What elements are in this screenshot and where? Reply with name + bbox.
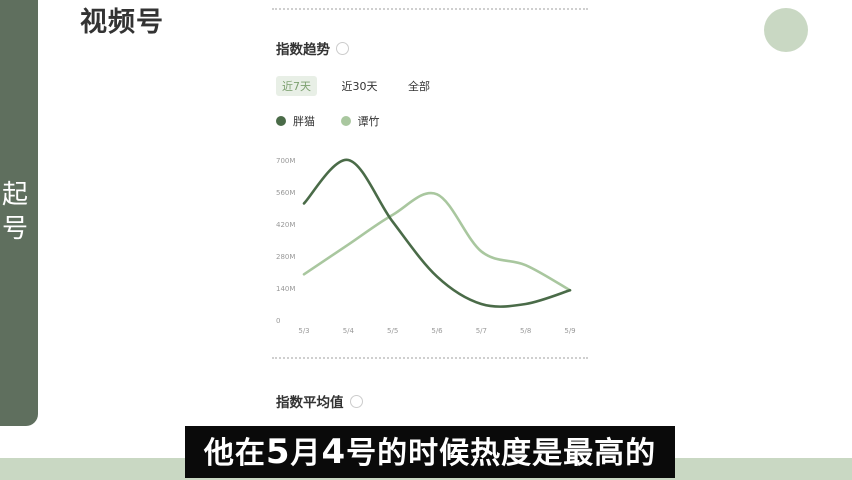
y-tick-label: 0 <box>276 317 280 325</box>
caption-day: 4 <box>321 432 347 472</box>
trend-line-chart: 0 140M 280M 420M 560M 700M 5/3 5/4 5/5 5/6 5/7 5/8 5… <box>276 157 576 335</box>
series-line <box>302 191 572 292</box>
x-tick-label: 5/8 <box>520 327 531 335</box>
top-divider <box>272 8 588 10</box>
legend-label-tanzhu: 谭竹 <box>357 115 380 128</box>
caption-month-unit: 月 <box>290 436 322 471</box>
x-tick-label: 5/6 <box>431 327 443 335</box>
legend-label-panmao: 胖猫 <box>293 115 315 128</box>
chart-legend: 胖猫 谭竹 <box>276 113 402 129</box>
y-tick-label: 560M <box>276 189 295 197</box>
x-tick-label: 5/5 <box>387 327 398 335</box>
vertical-char-2: 号 <box>1 214 28 244</box>
caption-month: 5 <box>265 432 291 472</box>
y-tick-label: 140M <box>276 285 295 293</box>
legend-dot-icon <box>340 116 351 126</box>
x-tick-label: 5/3 <box>298 327 309 335</box>
help-icon[interactable] <box>349 395 363 408</box>
legend-item-tanzhu[interactable]: 谭竹 <box>340 113 380 129</box>
y-tick-label: 280M <box>276 253 295 261</box>
x-tick-label: 5/7 <box>476 327 487 335</box>
decorative-circle <box>764 8 808 52</box>
y-tick-label: 700M <box>276 157 295 165</box>
left-side-panel: 起 号 <box>0 0 38 426</box>
series-line <box>302 158 572 308</box>
caption-post: 号的时候热度是最高的 <box>346 436 657 471</box>
average-title-text: 指数平均值 <box>276 395 344 411</box>
tab-all[interactable]: 全部 <box>408 80 430 93</box>
time-range-tabs: 近7天 近30天 全部 <box>276 76 451 96</box>
caption-pre: 他在 <box>203 436 266 471</box>
tab-30-days[interactable]: 近30天 <box>341 80 378 93</box>
trend-title-text: 指数趋势 <box>276 42 330 58</box>
subtitle-caption: 他在5月4号的时候热度是最高的 <box>185 426 675 478</box>
legend-item-panmao[interactable]: 胖猫 <box>276 113 315 129</box>
legend-dot-icon <box>276 116 286 126</box>
app-title: 视频号 <box>80 7 164 38</box>
x-tick-label: 5/9 <box>564 327 575 335</box>
average-section-title: 指数平均值 <box>276 391 363 411</box>
vertical-char-1: 起 <box>1 180 28 210</box>
vertical-title: 起 号 <box>0 178 30 246</box>
trend-section-title: 指数趋势 <box>276 38 349 58</box>
x-tick-label: 5/4 <box>343 327 355 335</box>
chart-bottom-divider <box>272 357 588 359</box>
y-tick-label: 420M <box>276 221 295 229</box>
tab-7-days[interactable]: 近7天 <box>276 76 317 96</box>
help-icon[interactable] <box>336 42 349 55</box>
